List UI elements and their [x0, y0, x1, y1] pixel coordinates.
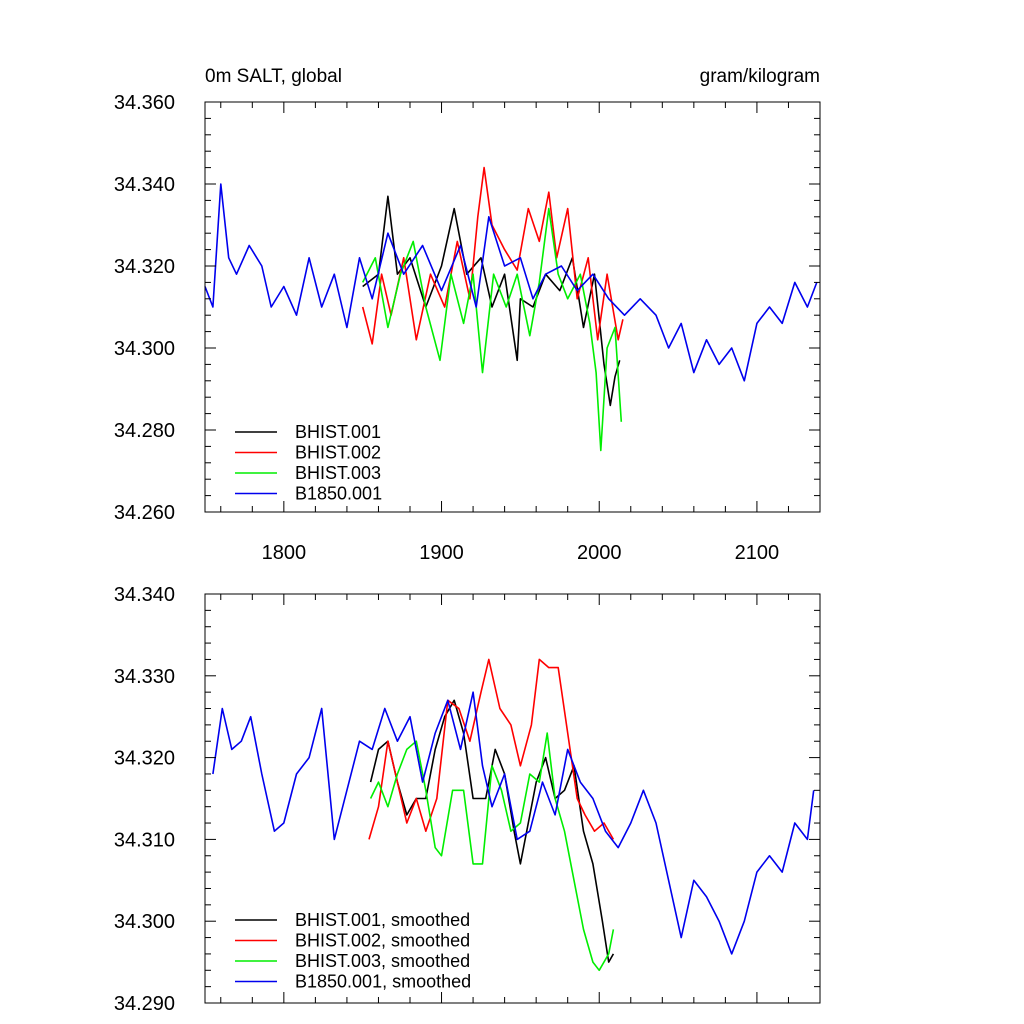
series-group [212, 658, 815, 972]
legend-label: B1850.001, smoothed [295, 972, 471, 992]
x-tick-label: 1900 [419, 542, 464, 564]
y-tick-label: 34.280 [114, 420, 175, 442]
plot-frame [204, 593, 821, 1004]
series-line-b1850-001 [204, 183, 818, 382]
y-tick-label: 34.300 [114, 911, 175, 933]
y-tick-label: 34.340 [114, 174, 175, 196]
plot-frame [204, 101, 821, 513]
legend-label: B1850.001 [295, 484, 382, 504]
y-tick-label: 34.290 [114, 993, 175, 1015]
legend-label: BHIST.002 [295, 443, 381, 463]
chart-title: 0m SALT, global [205, 66, 342, 87]
y-tick-label: 34.300 [114, 338, 175, 360]
series-line-bhist-001 [369, 699, 615, 963]
salt-raw-chart: 0m SALT, global gram/kilogram 34.26034.2… [114, 66, 821, 564]
series-line-bhist-003 [369, 732, 615, 972]
x-tick-label: 2100 [735, 542, 780, 564]
series-line-bhist-002 [361, 166, 624, 345]
salt-smoothed-chart: 34.290 34.300 34.310 34.320 34.330 34.340 BHI… [114, 584, 821, 1015]
series-line-b1850-001 [212, 691, 815, 955]
y-tick-label: 34.310 [114, 829, 175, 851]
y-tick-label: 34.330 [114, 666, 175, 688]
legend-label: BHIST.002, smoothed [295, 931, 470, 951]
series-line-bhist-002 [368, 658, 615, 840]
axis-ticks: 34.260 34.280 34.300 34.320 34.340 34.360 1800… [114, 92, 821, 564]
y-tick-label: 34.260 [114, 502, 175, 524]
series-line-bhist-003 [361, 207, 623, 452]
axis-ticks: 34.290 34.300 34.310 34.320 34.330 34.340 [114, 584, 821, 1015]
legend-label: BHIST.003 [295, 463, 381, 483]
legend-label: BHIST.001 [295, 422, 381, 442]
y-tick-label: 34.360 [114, 92, 175, 114]
legend-label: BHIST.001, smoothed [295, 910, 470, 930]
y-tick-label: 34.320 [114, 748, 175, 770]
legend-label: BHIST.003, smoothed [295, 951, 470, 971]
series-line-bhist-001 [362, 195, 621, 407]
x-tick-label: 1800 [262, 542, 307, 564]
y-tick-label: 34.340 [114, 584, 175, 606]
series-group [204, 166, 818, 452]
y-tick-label: 34.320 [114, 256, 175, 278]
x-tick-label: 2000 [577, 542, 622, 564]
units-label: gram/kilogram [700, 66, 820, 87]
